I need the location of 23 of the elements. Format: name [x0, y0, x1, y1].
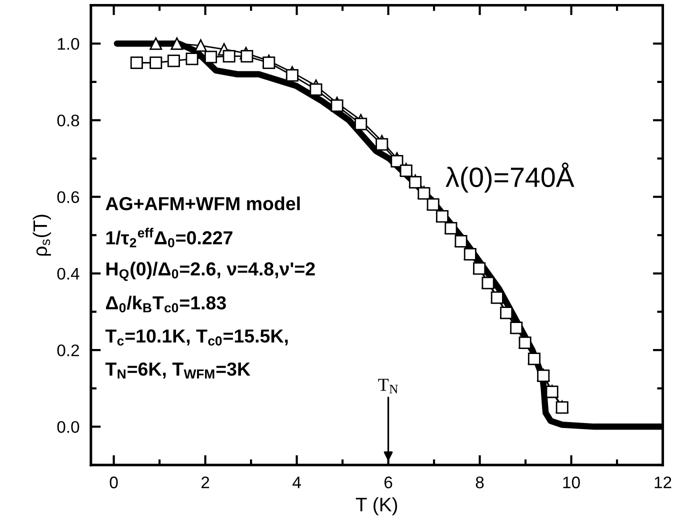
- x-tick-label: 4: [292, 476, 301, 488]
- y-tick-label: 0.2: [57, 344, 79, 356]
- annotation: 1/τ$_{2}$$^{eff}$Δ$_{0}$=0.227: [106, 228, 232, 248]
- y-axis-title: ρ$_{s}$(T): [32, 214, 51, 256]
- annotation: T$_{N}$=6K, T$_{WFM}$=3K: [105, 362, 250, 379]
- x-tick-label: 0: [110, 476, 118, 488]
- annotation: AG+AFM+WFM model: [106, 196, 300, 210]
- x-axis-title: T (K): [356, 497, 398, 516]
- x-tick-label: 12: [654, 476, 672, 488]
- annotation: T$_{N}$: [378, 378, 398, 394]
- x-tick-label: 10: [563, 476, 580, 488]
- y-tick-label: 1.0: [58, 38, 80, 50]
- annotation: λ(0)=740Å: [446, 162, 574, 193]
- x-tick-label: 2: [201, 476, 210, 488]
- annotation: H$_{Q}$(0)/Δ$_{0}$=2.6, ν=4.8,ν'=2: [106, 262, 315, 281]
- annotation: T$_{c}$=10.1K, T$_{c0}$=15.5K,: [105, 329, 288, 346]
- y-tick-label: 0.0: [57, 421, 80, 433]
- y-tick-label: 0.4: [57, 268, 80, 280]
- annotation: Δ$_{0}$/k$_{B}$T$_{c0}$=1.83: [106, 296, 226, 312]
- y-tick-label: 0.8: [57, 114, 80, 126]
- x-tick-label: 8: [476, 476, 484, 488]
- x-tick-label: 6: [384, 476, 392, 488]
- y-tick-label: 0.6: [57, 191, 80, 204]
